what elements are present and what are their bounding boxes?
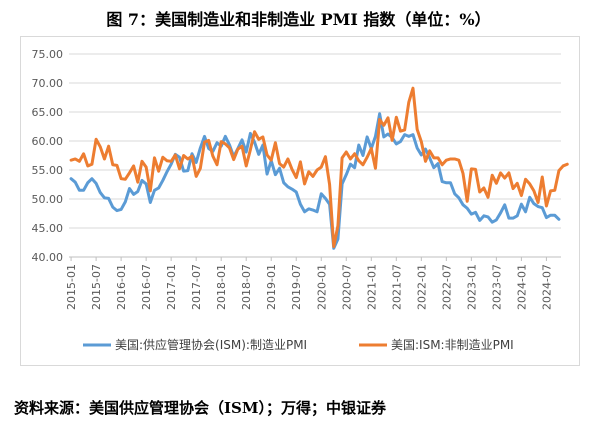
x-tick-label: 2022-07 [440, 264, 453, 310]
x-tick-label: 2016-07 [140, 264, 153, 310]
x-tick-label: 2017-01 [165, 264, 178, 310]
x-tick-label: 2020-07 [340, 264, 353, 310]
series-line-non-manufacturing [69, 86, 569, 249]
series-lines [69, 86, 569, 250]
x-tick-label: 2023-01 [465, 264, 478, 310]
x-tick-label: 2015-01 [65, 264, 78, 310]
y-tick-label: 55.00 [32, 164, 64, 177]
legend: 美国:供应管理协会(ISM):制造业PMI 美国:ISM:非制造业PMI [83, 337, 514, 352]
y-axis-tick-labels: 40.00 45.00 50.00 55.00 60.00 65.00 70.00 75.00 [32, 48, 64, 264]
x-tick-label: 2021-07 [390, 264, 403, 310]
y-tick-label: 45.00 [32, 222, 64, 235]
series-line-manufacturing [69, 112, 561, 250]
gridlines [69, 53, 561, 229]
x-tick-label: 2016-01 [115, 264, 128, 310]
y-tick-label: 65.00 [32, 106, 64, 119]
x-tick-label: 2019-07 [290, 264, 303, 310]
x-tick-label: 2019-01 [265, 264, 278, 310]
y-tick-label: 75.00 [32, 48, 64, 61]
legend-label: 美国:ISM:非制造业PMI [391, 338, 514, 352]
x-tick-label: 2022-01 [415, 264, 428, 310]
y-tick-label: 50.00 [32, 193, 64, 206]
chart-area: 40.00 45.00 50.00 55.00 60.00 65.00 70.00 75.00… [20, 36, 580, 366]
x-tick-label: 2017-07 [190, 264, 203, 310]
legend-label: 美国:供应管理协会(ISM):制造业PMI [115, 337, 307, 352]
x-tick-label: 2018-07 [240, 264, 253, 310]
x-tick-label: 2023-07 [490, 264, 503, 310]
x-tick-label: 2024-07 [540, 264, 553, 310]
x-tick-label: 2020-01 [315, 264, 328, 310]
x-tick-label: 2018-01 [215, 264, 228, 310]
source-note: 资料来源：美国供应管理协会（ISM）；万得；中银证券 [14, 399, 386, 417]
y-tick-label: 60.00 [32, 135, 64, 148]
x-tick-label: 2024-01 [515, 264, 528, 310]
y-tick-label: 40.00 [32, 251, 64, 264]
y-tick-label: 70.00 [32, 77, 64, 90]
x-axis [69, 256, 561, 261]
x-tick-label: 2015-07 [90, 264, 103, 310]
pmi-line-chart: 40.00 45.00 50.00 55.00 60.00 65.00 70.00 75.00… [32, 48, 569, 352]
x-tick-label: 2021-01 [365, 264, 378, 310]
x-axis-tick-labels: 2015-01 2015-07 2016-01 2016-07 2017-01 2017-… [65, 264, 553, 310]
chart-title: 图 7：美国制造业和非制造业 PMI 指数（单位：%） [106, 10, 491, 29]
